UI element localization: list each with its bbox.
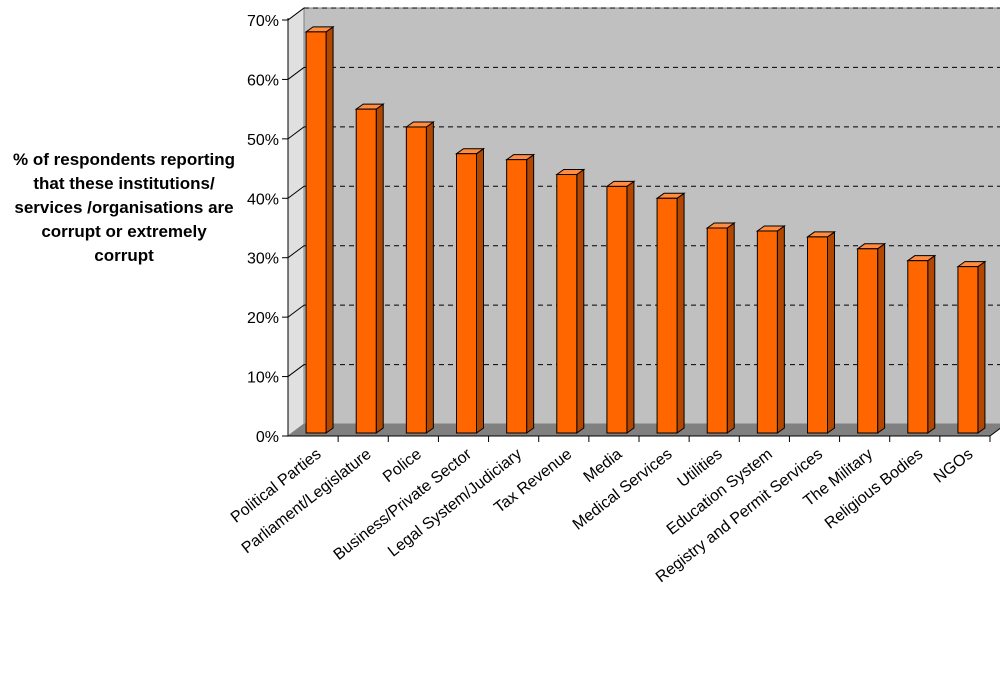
y-tick-label: 20% bbox=[247, 310, 279, 327]
bar-front bbox=[456, 153, 477, 434]
bar bbox=[605, 180, 636, 434]
y-tick-label: 40% bbox=[247, 191, 279, 208]
chart-floor bbox=[288, 424, 1000, 436]
bar-side bbox=[676, 192, 685, 434]
gridline-side bbox=[287, 67, 305, 80]
bar-front bbox=[807, 236, 828, 434]
bar bbox=[404, 120, 435, 434]
bar bbox=[454, 147, 486, 434]
bar-side bbox=[726, 222, 735, 434]
chart-side-wall bbox=[287, 7, 305, 437]
bar-side bbox=[827, 230, 835, 434]
bar bbox=[354, 103, 385, 434]
y-tick-label: 50% bbox=[247, 132, 279, 149]
y-tick-label: 70% bbox=[247, 13, 279, 30]
bar bbox=[555, 168, 586, 434]
y-axis-label: % of respondents reporting that these in… bbox=[13, 150, 235, 265]
bar-side bbox=[526, 153, 535, 434]
bar-front bbox=[305, 31, 327, 434]
bar-front bbox=[405, 126, 427, 434]
bar bbox=[755, 224, 786, 434]
bar-side bbox=[626, 180, 635, 434]
bar-side bbox=[476, 147, 484, 434]
bar bbox=[705, 222, 736, 434]
gridline-side bbox=[287, 126, 305, 140]
bar-front bbox=[857, 248, 879, 434]
bar bbox=[956, 260, 987, 434]
gridline-side bbox=[287, 245, 305, 259]
gridline-side bbox=[287, 304, 305, 318]
bar-front bbox=[957, 266, 979, 434]
bar-front bbox=[706, 227, 728, 434]
bar bbox=[856, 242, 887, 434]
x-tick-label: Media bbox=[581, 446, 626, 486]
y-tick-labels: 0% 10% 20% 30% 40% 50% 60% 70% bbox=[247, 13, 279, 446]
y-tick-label: 60% bbox=[247, 72, 279, 89]
bar-front bbox=[606, 185, 628, 434]
bar bbox=[304, 25, 335, 434]
bar-front bbox=[556, 174, 578, 434]
bar-front bbox=[756, 230, 778, 434]
bar-side bbox=[877, 242, 886, 434]
bar-side bbox=[977, 260, 986, 434]
y-tick-label: 10% bbox=[247, 370, 279, 387]
bar-side bbox=[425, 120, 434, 434]
floor-edge bbox=[989, 427, 1000, 437]
bar-side bbox=[325, 25, 334, 434]
bar bbox=[505, 153, 536, 434]
bar-front bbox=[907, 260, 929, 434]
bar-side bbox=[576, 168, 585, 434]
bar bbox=[655, 192, 686, 434]
bar-side bbox=[776, 224, 785, 434]
y-tick-label: 30% bbox=[247, 251, 279, 268]
bar-side bbox=[927, 254, 936, 434]
bar-front bbox=[656, 197, 678, 434]
x-tick-label: NGOs bbox=[931, 446, 976, 487]
gridline-side bbox=[287, 364, 305, 377]
gridline-side bbox=[287, 7, 305, 21]
y-tick-label: 0% bbox=[256, 429, 279, 446]
bar-side bbox=[375, 103, 384, 434]
bars bbox=[304, 25, 987, 434]
axes bbox=[282, 18, 1000, 442]
bar-front bbox=[355, 108, 377, 434]
gridline-side bbox=[287, 185, 305, 199]
x-tick-label: Police bbox=[380, 446, 425, 486]
bar bbox=[805, 230, 837, 434]
bar-front bbox=[506, 159, 528, 434]
bar bbox=[906, 254, 937, 434]
